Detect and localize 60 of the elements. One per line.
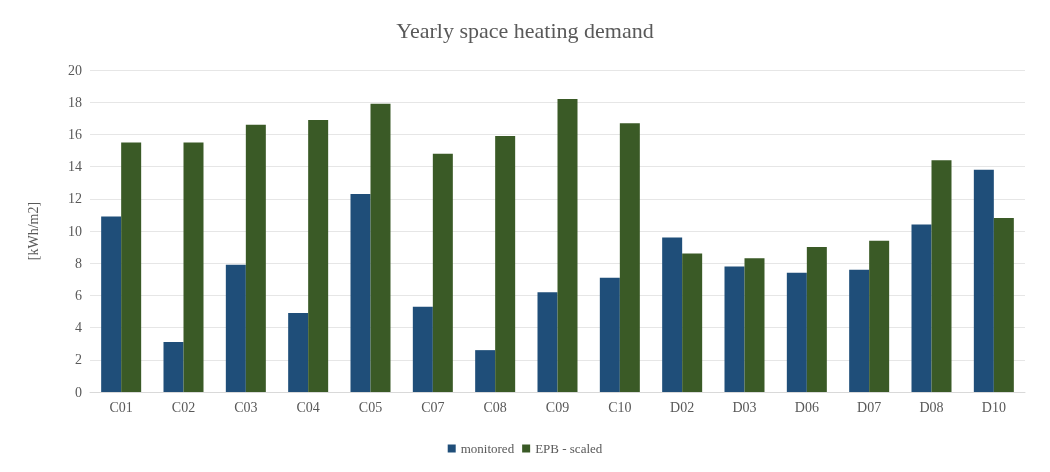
x-tick-label: D08	[919, 399, 944, 415]
bar	[849, 269, 870, 392]
bar	[724, 266, 745, 392]
bar	[869, 240, 890, 392]
bar	[495, 136, 516, 392]
x-tick-label: C07	[421, 399, 445, 415]
y-tick-label: 0	[75, 384, 82, 400]
bar	[163, 342, 184, 392]
bar	[973, 169, 994, 392]
y-tick-label: 14	[68, 159, 82, 175]
bar	[682, 253, 703, 392]
x-tick-label: D07	[857, 399, 882, 415]
y-tick-label: 6	[75, 287, 82, 303]
y-tick-label: 4	[75, 320, 82, 336]
bar	[806, 247, 827, 392]
x-tick-label: C10	[608, 399, 632, 415]
bar	[911, 224, 932, 392]
x-tick-label: C02	[171, 399, 196, 415]
bar	[370, 103, 391, 392]
y-tick-label: 12	[68, 191, 82, 207]
x-tick-label: C01	[109, 399, 133, 415]
bar	[537, 292, 558, 392]
y-axis-title: [kWh/m2]	[25, 201, 41, 261]
bar	[619, 123, 640, 392]
legend-label: EPB - scaled	[535, 441, 603, 456]
y-tick-label: 20	[68, 62, 82, 78]
bar	[225, 264, 246, 392]
bar	[557, 98, 578, 392]
x-tick-label: D03	[732, 399, 757, 415]
bar	[993, 218, 1014, 392]
bar	[931, 160, 952, 392]
bar	[350, 193, 371, 392]
x-tick-label: C08	[483, 399, 507, 415]
bar	[432, 153, 453, 392]
x-tick-label: D02	[670, 399, 695, 415]
x-tick-label: C03	[234, 399, 258, 415]
bar	[744, 258, 765, 392]
y-tick-label: 2	[75, 352, 82, 368]
legend-label: monitored	[460, 441, 515, 456]
bar	[786, 272, 807, 392]
x-tick-label: C04	[296, 399, 320, 415]
y-tick-label: 10	[68, 223, 82, 239]
bar	[308, 119, 329, 392]
bar	[101, 216, 122, 392]
bar	[245, 124, 266, 392]
x-tick-label: C05	[358, 399, 383, 415]
x-tick-label: D10	[981, 399, 1006, 415]
bar	[121, 142, 142, 392]
y-tick-label: 8	[75, 255, 82, 271]
bar	[183, 142, 204, 392]
bar	[412, 306, 433, 392]
x-tick-label: D06	[794, 399, 819, 415]
bar	[599, 277, 620, 392]
bar	[662, 237, 683, 392]
chart-title: Yearly space heating demand	[396, 17, 654, 43]
y-tick-label: 18	[68, 94, 82, 110]
bar	[288, 313, 309, 392]
y-tick-label: 16	[68, 126, 82, 142]
bar	[475, 350, 496, 392]
x-tick-label: C09	[545, 399, 570, 415]
